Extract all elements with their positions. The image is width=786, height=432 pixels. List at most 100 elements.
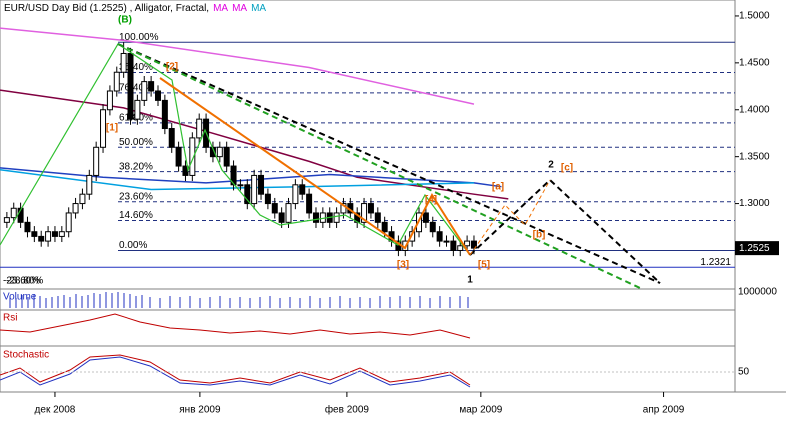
candle-body — [24, 221, 31, 233]
price-box — [735, 241, 779, 256]
wave-label: [b] — [533, 230, 546, 241]
candle-body — [100, 109, 107, 148]
wave-label: (B) — [118, 15, 132, 26]
candle-body — [120, 52, 127, 73]
candle-body — [340, 203, 347, 214]
candle-body — [367, 203, 374, 214]
wave-line — [0, 43, 471, 256]
moving-average — [0, 167, 502, 188]
wave-label: 2 — [548, 160, 554, 171]
x-tick-label: апр 2009 — [643, 405, 685, 416]
candle-body — [422, 212, 429, 223]
candle-body — [251, 174, 258, 205]
chart-title: EUR/USD Day Bid (1.2525) , Alligator, Fr… — [4, 3, 266, 14]
stochastic-line — [0, 356, 471, 388]
candle-body — [148, 81, 155, 92]
candle-body — [161, 99, 168, 130]
fib-label: 100.00% — [119, 32, 159, 43]
x-tick-label: янв 2009 — [179, 405, 221, 416]
candle-body — [58, 231, 65, 237]
candle-body — [436, 231, 443, 242]
candle-body — [79, 193, 86, 205]
panel-axis-label: 50 — [738, 367, 750, 378]
fib-label: -28.80% — [6, 276, 43, 287]
candle-body — [457, 245, 464, 251]
y-tick-label: 1.3500 — [739, 151, 770, 162]
candle-body — [258, 174, 265, 195]
candle-body — [154, 90, 161, 101]
title: EUR/USD Day Bid (1.2525) , Alligator, Fr… — [4, 3, 209, 14]
trend-line — [117, 43, 661, 284]
y-tick-label: 1.3000 — [739, 198, 770, 209]
candle-body — [443, 240, 450, 243]
panel-label: Stochastic — [3, 350, 49, 361]
candle-body — [31, 231, 38, 237]
candle-body — [216, 146, 223, 158]
candle-body — [113, 71, 120, 92]
candle-body — [470, 240, 477, 249]
candle-body — [3, 217, 10, 223]
candle-body — [189, 137, 196, 176]
candle-body — [134, 99, 141, 120]
candle-body — [141, 81, 148, 101]
candle-body — [38, 235, 45, 242]
wave-label: [4] — [425, 195, 437, 206]
price-label: 1.2525 — [739, 243, 770, 254]
candle-body — [168, 128, 175, 148]
candle-body — [464, 240, 471, 247]
fib-label: 38.20% — [119, 161, 153, 172]
candle-body — [86, 174, 93, 195]
projection-line — [469, 178, 661, 284]
panel-label: Volume — [3, 292, 37, 303]
fib-label: 50.00% — [119, 137, 153, 148]
candle-body — [93, 146, 100, 176]
moving-average — [0, 27, 475, 105]
candle-body — [361, 203, 368, 223]
rsi-line — [0, 313, 471, 339]
y-tick-label: 1.5000 — [739, 11, 770, 22]
candle-body — [72, 203, 79, 214]
volume-bars — [9, 292, 469, 308]
indicator: MA — [232, 3, 247, 14]
wave-label: [5] — [478, 260, 490, 271]
candle-body — [381, 221, 388, 233]
y-tick-label: 1.4000 — [739, 104, 770, 115]
candle-body — [65, 212, 72, 233]
fib-label: 23.60% — [119, 191, 153, 202]
marks: 100.00%35.40%76.40%61.80%50.00%38.20%23.… — [0, 27, 735, 268]
wave-line — [159, 77, 471, 256]
candle-body — [429, 221, 436, 233]
wave-label: [3] — [397, 260, 409, 271]
candle-body — [299, 184, 306, 195]
fib-label: -23.60% — [3, 276, 40, 287]
indicator: MA — [213, 3, 228, 14]
candle-body — [333, 212, 340, 223]
candle-body — [175, 146, 182, 167]
y-tick-label: 1.4500 — [739, 57, 770, 68]
fib-label: 14.60% — [119, 210, 153, 221]
wave-label: [1] — [106, 123, 118, 134]
candle-body — [10, 207, 17, 219]
fib-label: 0.00% — [119, 240, 147, 251]
fib-label: 35.40% — [119, 62, 153, 73]
candle-body — [306, 193, 313, 214]
wave-label: 1 — [467, 275, 473, 286]
candle-body — [285, 203, 292, 223]
moving-average — [0, 89, 509, 200]
panel-axis-label: 1000000 — [738, 287, 777, 298]
candle-body — [312, 212, 319, 223]
candle-body — [292, 184, 299, 205]
wave-label: [a] — [492, 182, 504, 193]
candle-body — [223, 146, 230, 167]
wave-label: [2] — [166, 62, 178, 73]
level-label: 1.2321 — [700, 257, 731, 268]
candle-body — [264, 193, 271, 205]
candle-body — [450, 240, 457, 251]
panel-label: Rsi — [3, 313, 17, 324]
candle-body — [374, 212, 381, 223]
candle-body — [196, 118, 203, 139]
indicators: MA MA MA — [213, 3, 266, 14]
moving-average — [0, 169, 474, 191]
